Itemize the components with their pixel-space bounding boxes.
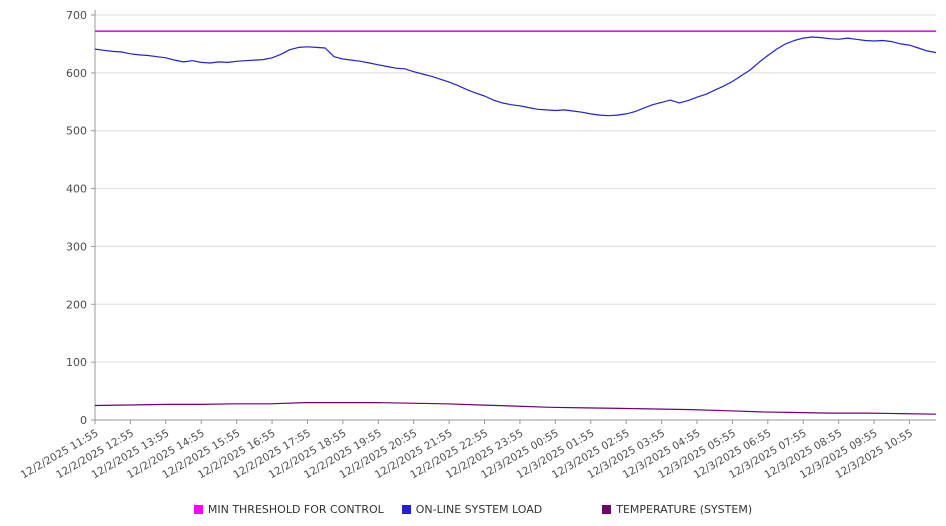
legend-swatch xyxy=(193,504,203,514)
legend-label: ON-LINE SYSTEM LOAD xyxy=(415,502,543,516)
y-tick-label: 600 xyxy=(66,67,87,80)
y-tick-label: 200 xyxy=(66,298,87,311)
legend-swatch xyxy=(401,504,411,514)
series-line-temperature xyxy=(94,402,937,415)
legend-item-temperature: TEMPERATURE (SYSTEM) xyxy=(602,503,752,516)
y-tick-label: 300 xyxy=(66,240,87,253)
legend-label: MIN THRESHOLD FOR CONTROL xyxy=(207,502,384,516)
legend-swatch xyxy=(602,504,612,514)
y-tick-label: 400 xyxy=(66,183,87,196)
y-tick-label: 700 xyxy=(66,9,87,22)
legend-label: TEMPERATURE (SYSTEM) xyxy=(616,502,753,516)
chart-area: 0 100 200 300 400 500 600 700 12/2/2025 11:55 12/… xyxy=(19,9,937,481)
chart-legend: MIN THRESHOLD FOR CONTROL ON-LINE SYSTEM… xyxy=(0,496,946,522)
y-tick-label: 500 xyxy=(66,125,87,138)
y-tick-label: 100 xyxy=(66,356,87,369)
y-tick-label: 0 xyxy=(80,414,87,427)
series-line-system-load xyxy=(94,36,937,117)
legend-item-system-load: ON-LINE SYSTEM LOAD xyxy=(401,502,543,516)
legend-item-min-threshold: MIN THRESHOLD FOR CONTROL xyxy=(193,502,384,516)
